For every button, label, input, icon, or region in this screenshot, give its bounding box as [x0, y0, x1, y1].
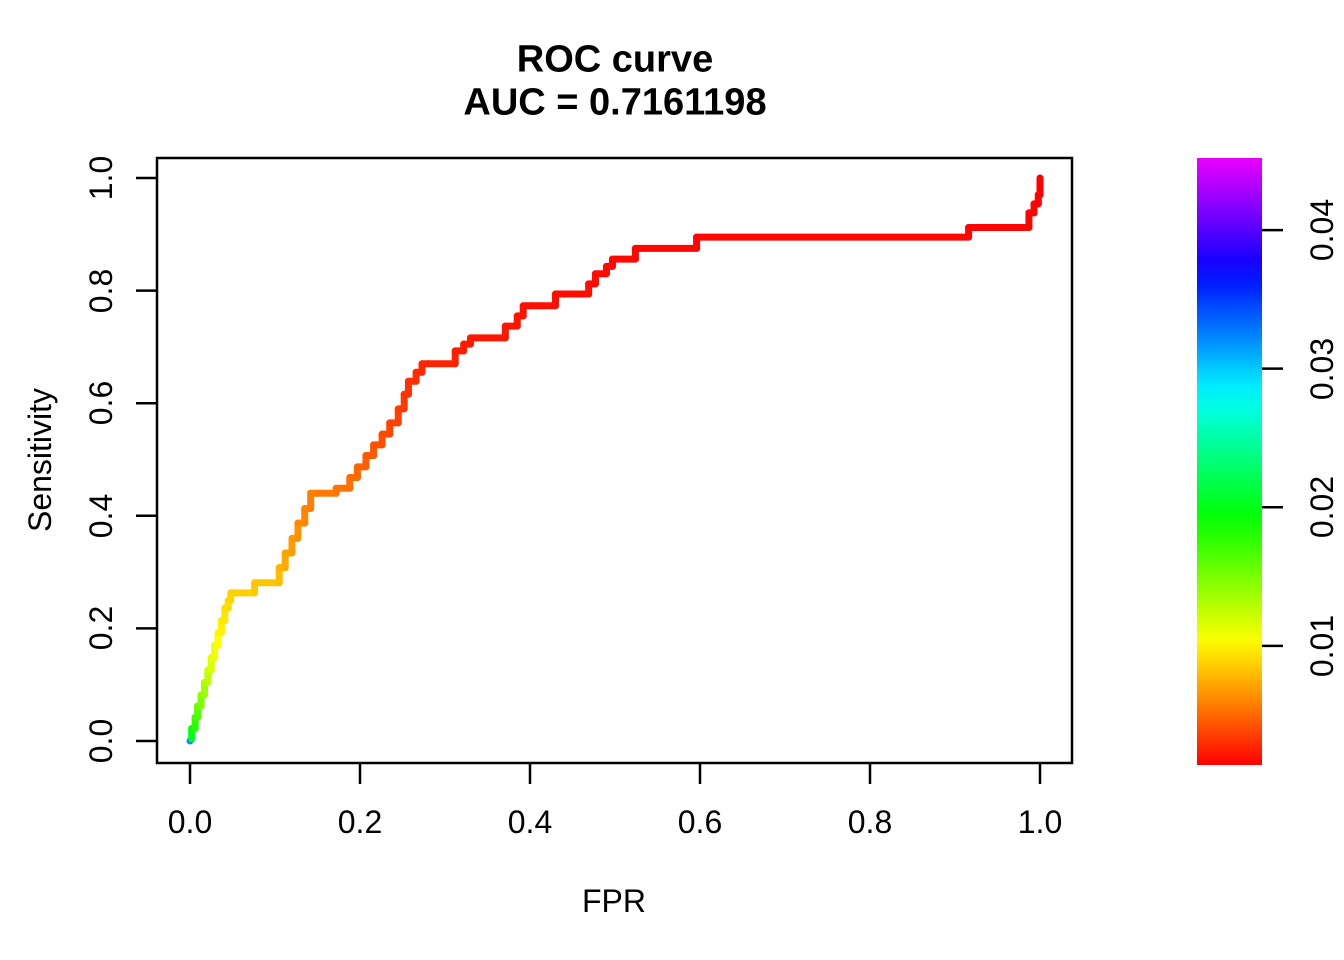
x-axis-tick-label: 0.0	[167, 804, 213, 840]
x-axis-tick-label: 0.2	[337, 804, 383, 840]
y-axis-tick-label: 0.6	[83, 380, 119, 426]
y-axis-tick-label: 0.0	[83, 718, 119, 764]
x-axis-tick-label: 1.0	[1017, 804, 1063, 840]
colorbar-tick-label: 0.02	[1304, 476, 1340, 539]
colorbar-tick-label: 0.03	[1304, 337, 1340, 400]
plot-box	[155, 156, 1074, 765]
threshold-colorbar	[1197, 158, 1262, 765]
chart-subtitle-auc: AUC = 0.7161198	[463, 81, 767, 124]
y-axis-label: Sensitivity	[22, 387, 58, 533]
x-axis-label: FPR	[582, 883, 646, 919]
x-axis-tick-label: 0.8	[847, 804, 893, 840]
colorbar-tick-label: 0.04	[1304, 198, 1340, 262]
colorbar-tick-label: 0.01	[1304, 614, 1340, 677]
y-axis-tick-label: 0.8	[83, 268, 119, 313]
y-axis-tick-label: 0.2	[83, 606, 119, 651]
chart-title: ROC curve	[516, 38, 714, 81]
y-axis-tick-label: 1.0	[83, 155, 119, 201]
x-axis-tick-label: 0.4	[507, 804, 553, 840]
roc-curve	[186, 174, 1044, 745]
x-axis-tick-label: 0.6	[677, 804, 723, 840]
y-axis-tick-label: 0.4	[83, 493, 119, 539]
